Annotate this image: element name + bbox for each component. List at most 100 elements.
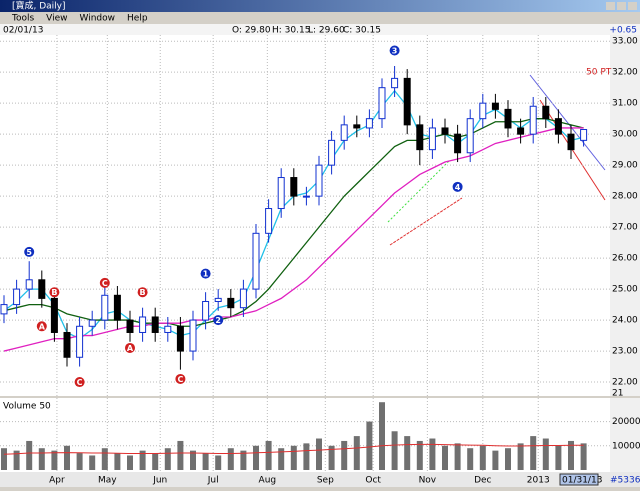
candle-body: [428, 127, 436, 151]
x-tick-label: May: [98, 476, 117, 486]
volume-bar: [190, 450, 196, 470]
wave-label: 4: [455, 183, 461, 192]
wave-label: B: [51, 288, 57, 297]
volume-bar: [391, 431, 398, 470]
volume-bar: [1, 448, 7, 470]
volume-bar: [404, 436, 411, 470]
price-axis: [610, 35, 640, 396]
time-axis: [0, 472, 640, 487]
wave-marker: [99, 277, 110, 288]
candle-body: [517, 127, 525, 135]
candle-body: [214, 297, 222, 302]
marker-label: 50 PT: [586, 68, 612, 78]
info-open: O: 29.80: [232, 26, 271, 36]
info-bar: [0, 24, 640, 35]
volume-bar: [76, 453, 83, 470]
candle-body: [567, 133, 575, 151]
candle-body: [151, 316, 159, 333]
y-tick-label: 30.00: [612, 130, 638, 140]
candle-body: [542, 105, 550, 120]
wave-marker: [175, 373, 186, 384]
volume-bar: [26, 440, 33, 470]
candle-body: [139, 316, 147, 333]
info-close: C: 30.15: [343, 26, 381, 36]
candle-body: [454, 133, 462, 154]
wave-marker: [137, 287, 148, 298]
y-tick-label: 29.00: [612, 161, 638, 171]
volume-bar: [580, 443, 587, 470]
candle-body: [529, 105, 537, 135]
x-tick-label: 2013: [527, 476, 550, 486]
menu-item[interactable]: Window: [80, 14, 116, 24]
volume-title: Volume 50: [3, 402, 51, 412]
candle-body: [302, 195, 310, 198]
close-button[interactable]: [628, 2, 637, 10]
volume-bar: [542, 438, 549, 470]
trend-line: [389, 197, 463, 246]
candle-body: [252, 232, 260, 290]
wave-marker: [452, 181, 463, 192]
wave-marker: [24, 246, 35, 257]
wave-label: 3: [392, 46, 398, 55]
title-bar: [0, 0, 640, 12]
candle-body: [265, 208, 273, 234]
candle-body: [403, 77, 411, 126]
candle-body: [113, 294, 121, 321]
volume-bar: [13, 450, 20, 470]
moving-average: [3, 127, 584, 352]
volume-bar: [139, 450, 146, 470]
y-tick-label: 26.00: [612, 254, 638, 264]
x-tick-label: Apr: [49, 476, 65, 486]
candle-body: [315, 164, 323, 197]
volume-bar: [454, 443, 461, 470]
wave-label: C: [77, 378, 83, 387]
volume-bar: [505, 448, 511, 470]
volume-bar: [341, 440, 348, 470]
wave-label: 5: [26, 248, 32, 257]
volume-bar: [64, 445, 70, 470]
candle-body: [554, 118, 562, 135]
volume-bar: [429, 438, 436, 470]
menu-item[interactable]: Tools: [11, 14, 34, 24]
volume-bar: [114, 453, 121, 470]
wave-marker: [36, 321, 47, 332]
menu-item[interactable]: Help: [127, 14, 148, 24]
y-tick-label: 28.00: [612, 192, 638, 202]
volume-bar: [177, 440, 184, 470]
volume-bar: [303, 443, 310, 470]
candle-body: [441, 127, 449, 135]
record-count: #5336: [610, 476, 640, 486]
candle-body: [50, 297, 58, 333]
trend-line: [387, 159, 451, 223]
maximize-button[interactable]: [617, 2, 626, 10]
candle-body: [88, 319, 96, 327]
minimize-button[interactable]: [606, 2, 615, 10]
volume-bar: [253, 445, 259, 470]
candle-body: [13, 288, 21, 306]
x-tick-label: Jun: [152, 476, 167, 486]
candle-body: [101, 294, 109, 321]
candle-body: [38, 279, 46, 299]
volume-bar: [278, 448, 285, 470]
volume-bar: [328, 445, 335, 470]
x-tick-label: Aug: [259, 476, 277, 486]
y-tick-label: 22.00: [612, 378, 638, 388]
y-tick-label: 31.00: [612, 99, 638, 109]
x-tick-label: Dec: [474, 476, 491, 486]
info-date: 02/01/13: [3, 26, 43, 36]
volume-bar: [38, 448, 45, 470]
wave-label: B: [140, 288, 146, 297]
x-tick-label: Oct: [365, 476, 381, 486]
menu-item[interactable]: View: [46, 14, 67, 24]
wave-marker: [49, 287, 60, 298]
candle-body: [378, 87, 386, 120]
volume-bar: [379, 402, 385, 470]
volume-bar: [555, 445, 562, 470]
volume-bar: [467, 448, 474, 470]
y-tick-label: 23.00: [612, 347, 638, 357]
price-panel: [0, 35, 610, 396]
volume-bar: [479, 445, 486, 470]
wave-marker: [125, 342, 135, 353]
candle-body: [0, 304, 8, 315]
y-tick-label: 20000: [612, 417, 640, 427]
